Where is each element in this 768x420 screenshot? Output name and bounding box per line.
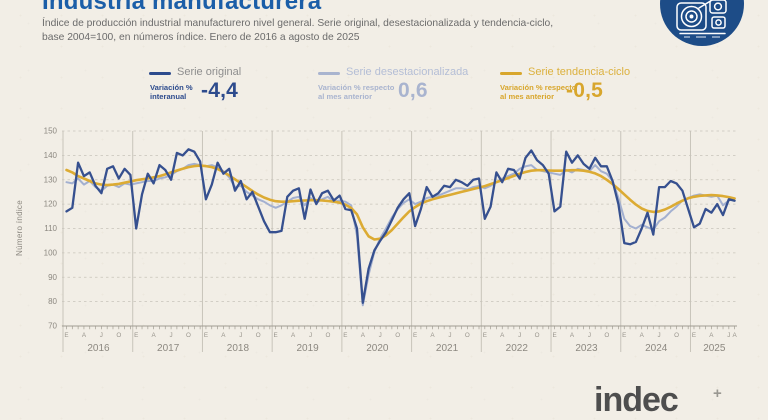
svg-text:2024: 2024	[645, 343, 668, 354]
svg-text:J: J	[239, 332, 242, 339]
series-1-line	[65, 148, 736, 304]
svg-text:80: 80	[48, 297, 57, 306]
serie-desestacionalizada-metric-label: Variación % respecto al mes anterior	[318, 83, 395, 102]
svg-text:O: O	[325, 332, 330, 339]
svg-text:J: J	[170, 332, 173, 339]
svg-text:2023: 2023	[575, 343, 598, 354]
svg-text:2020: 2020	[366, 343, 389, 354]
industrial-machine-icon	[676, 0, 727, 38]
svg-text:2016: 2016	[87, 343, 110, 354]
svg-text:Número índice: Número índice	[15, 200, 24, 256]
svg-text:E: E	[274, 332, 278, 339]
svg-text:120: 120	[44, 200, 58, 209]
svg-text:2019: 2019	[296, 343, 319, 354]
svg-text:2025: 2025	[703, 343, 726, 354]
svg-text:A: A	[82, 332, 87, 339]
serie-original-label: Serie original	[177, 66, 242, 78]
page-title: Industria manufacturera	[42, 0, 322, 15]
svg-text:2021: 2021	[436, 343, 459, 354]
svg-text:100: 100	[44, 248, 58, 257]
serie-original-value: -4,4	[201, 79, 238, 102]
svg-text:J: J	[379, 332, 382, 339]
svg-text:E: E	[413, 332, 417, 339]
svg-text:A: A	[291, 332, 296, 339]
serie-tendencia-ciclo-line-swatch	[500, 71, 522, 75]
svg-text:A: A	[152, 332, 157, 339]
svg-text:A: A	[361, 332, 366, 339]
svg-text:2018: 2018	[227, 343, 250, 354]
serie-original-metric-label: Variación % interanual	[150, 83, 193, 102]
svg-text:E: E	[64, 332, 68, 339]
svg-text:E: E	[552, 332, 556, 339]
svg-text:A: A	[500, 332, 505, 339]
svg-text:O: O	[116, 332, 121, 339]
svg-text:J: J	[448, 332, 451, 339]
svg-text:A: A	[430, 332, 435, 339]
series-3-line	[65, 164, 736, 241]
series-2-line	[65, 162, 736, 307]
svg-text:O: O	[465, 332, 470, 339]
series-lines	[65, 148, 736, 307]
svg-text:E: E	[483, 332, 487, 339]
serie-desestacionalizada-line-swatch	[318, 71, 340, 75]
svg-text:J: J	[100, 332, 103, 339]
svg-text:J: J	[658, 332, 661, 339]
svg-text:A: A	[733, 332, 738, 339]
svg-text:110: 110	[44, 224, 57, 233]
subtitle-line-1: Índice de producción industrial manufact…	[42, 18, 554, 29]
svg-text:J: J	[727, 332, 730, 339]
svg-text:A: A	[640, 332, 645, 339]
svg-text:E: E	[692, 332, 696, 339]
svg-text:O: O	[186, 332, 191, 339]
industry-badge	[660, 0, 744, 46]
svg-text:130: 130	[44, 175, 58, 184]
page-subtitle: Índice de producción industrial manufact…	[42, 17, 553, 44]
serie-tendencia-ciclo-metric-label: Variación % respecto al mes anterior	[500, 83, 577, 102]
subtitle-line-2: base 2004=100, en números índice. Enero …	[42, 31, 360, 43]
svg-text:2017: 2017	[157, 343, 180, 354]
serie-tendencia-ciclo-label: Serie tendencia-ciclo	[528, 66, 631, 78]
serie-desestacionalizada-label: Serie desestacionalizada	[346, 66, 469, 78]
svg-text:E: E	[134, 332, 138, 339]
svg-text:J: J	[309, 332, 312, 339]
svg-text:O: O	[256, 332, 261, 339]
svg-text:A: A	[221, 332, 226, 339]
svg-text:150: 150	[44, 127, 58, 136]
svg-text:A: A	[570, 332, 575, 339]
svg-text:J: J	[518, 332, 521, 339]
svg-text:A: A	[709, 332, 714, 339]
gridlines	[62, 130, 737, 352]
svg-text:90: 90	[48, 273, 57, 282]
svg-text:E: E	[343, 332, 347, 339]
svg-text:J: J	[588, 332, 591, 339]
serie-desestacionalizada-value: 0,6	[398, 79, 428, 102]
svg-text:O: O	[674, 332, 679, 339]
svg-text:E: E	[204, 332, 208, 339]
serie-original-line-swatch	[149, 71, 171, 75]
svg-text:70: 70	[48, 322, 57, 331]
svg-text:O: O	[535, 332, 540, 339]
svg-text:O: O	[604, 332, 609, 339]
svg-text:2022: 2022	[506, 343, 529, 354]
axes	[62, 325, 737, 330]
svg-text:E: E	[622, 332, 626, 339]
serie-tendencia-ciclo-value: -0,5	[566, 79, 603, 102]
svg-text:O: O	[395, 332, 400, 339]
indec-logo: indec	[594, 381, 679, 419]
svg-text:140: 140	[44, 151, 58, 160]
indec-logo-mark: +	[713, 385, 722, 402]
